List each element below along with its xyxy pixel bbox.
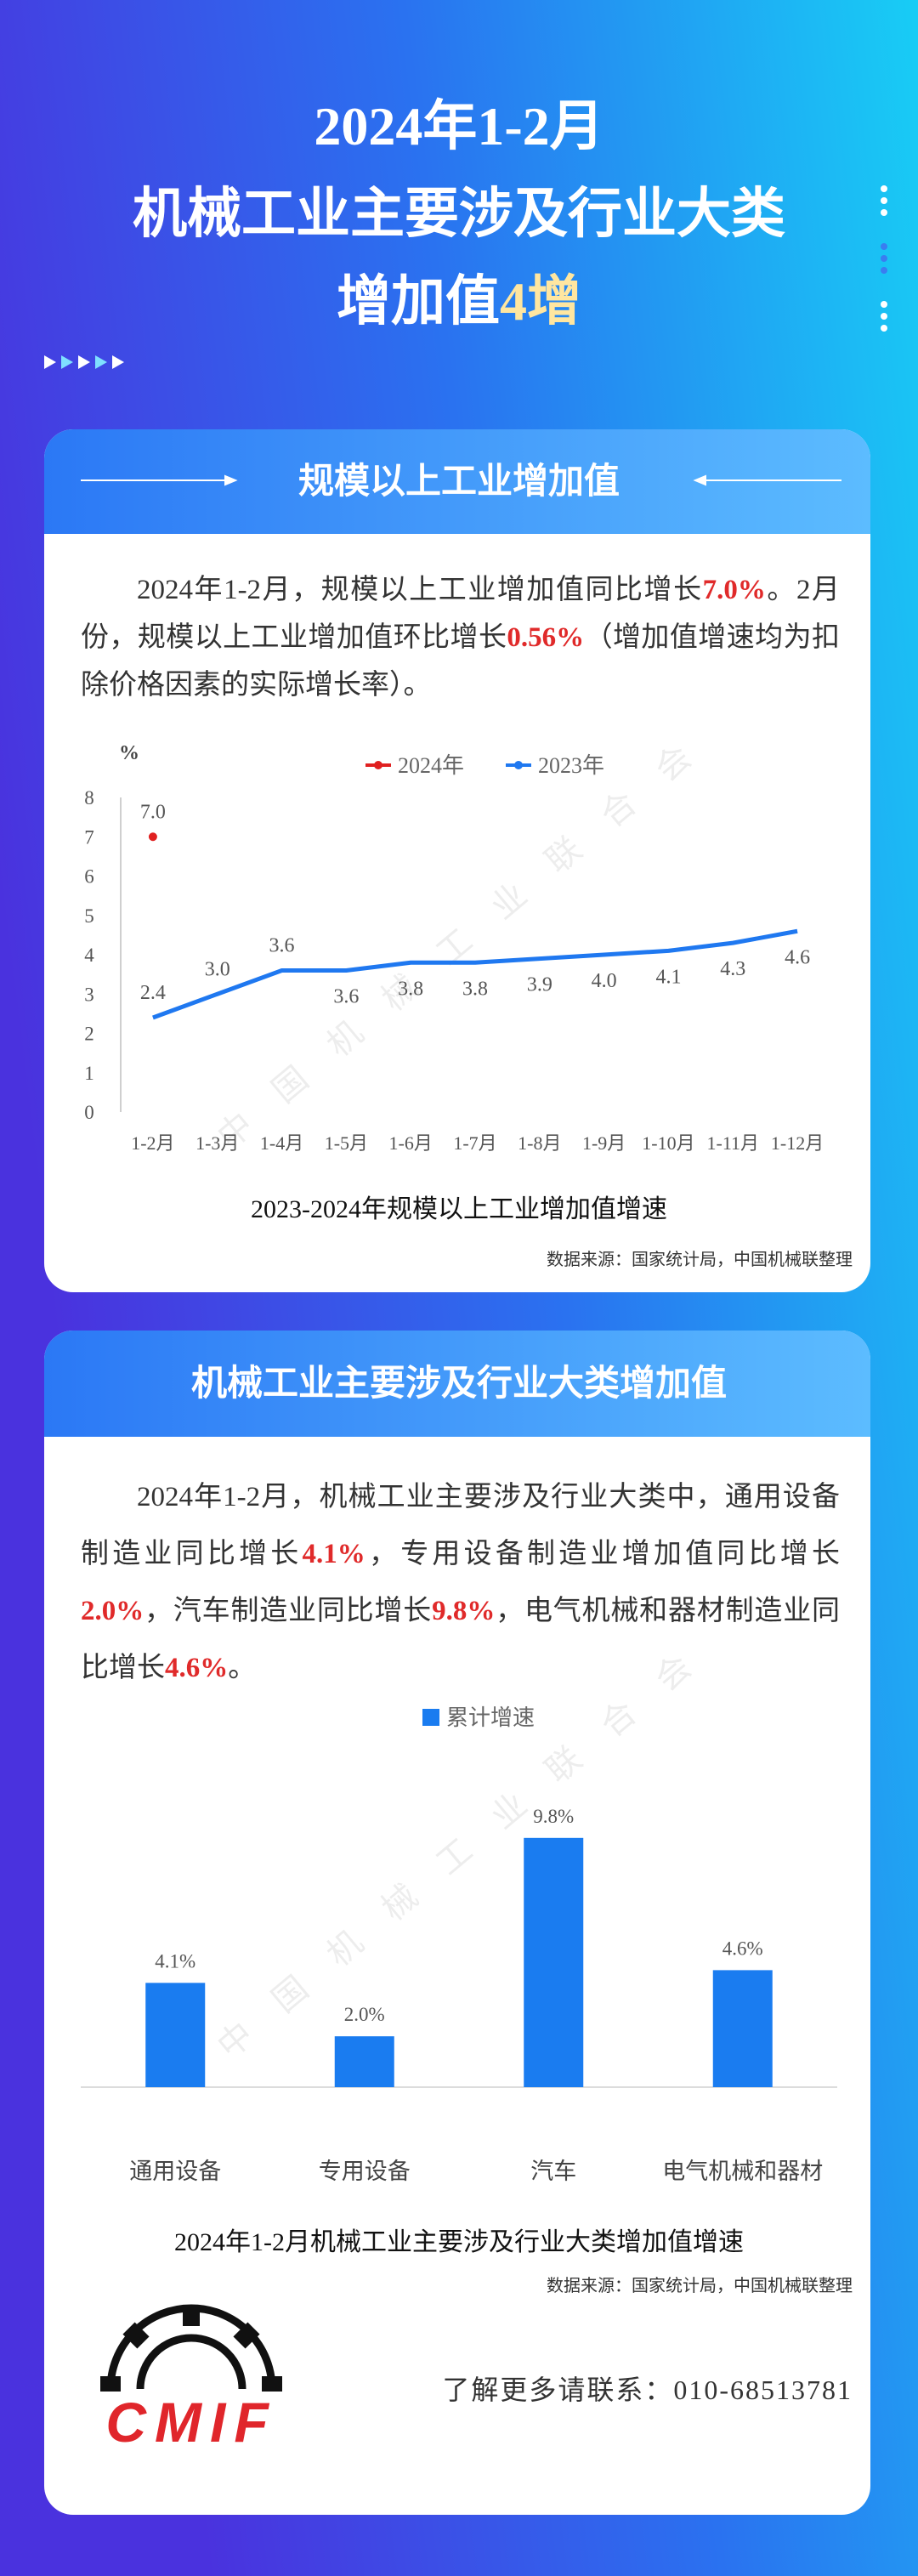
x-tick-label: 通用设备: [129, 2159, 221, 2184]
text: 。2月份，规模以上工业增加值环比增长: [81, 575, 840, 653]
source: 数据来源：国家统计局，中国机械联整理: [547, 2276, 853, 2295]
bar: [712, 1970, 773, 2087]
point: [148, 832, 157, 842]
x-tick-label: 1-7月: [453, 1132, 496, 1154]
data-label: 9.8%: [533, 1806, 574, 1827]
legend-label: 累计增速: [446, 1705, 535, 1730]
x-tick-label: 1-5月: [325, 1132, 368, 1154]
paragraph: 2024年1-2月，规模以上工业增加值同比增长7.0%。2月份，规模以上工业增加…: [81, 566, 840, 709]
y-axis-label: %: [119, 742, 139, 764]
data-label: 4.6: [785, 946, 810, 968]
contact: 了解更多请联系：010-68513781: [442, 2375, 853, 2405]
paragraph: 2024年1-2月，机械工业主要涉及行业大类中，通用设备制造业同比增长4.1%，…: [81, 1469, 840, 1697]
legend-label: 2023年: [538, 753, 604, 778]
x-tick-label: 1-3月: [196, 1132, 239, 1154]
x-tick-label: 1-4月: [260, 1132, 303, 1154]
x-tick-label: 1-6月: [389, 1132, 433, 1154]
text: ，电气机械和器材制造业同比增长: [81, 1596, 841, 1683]
data-label: 4.0: [592, 970, 617, 992]
data-label: 2.0%: [344, 2004, 385, 2025]
data-label: 3.9: [527, 974, 552, 996]
y-tick-label: 8: [84, 787, 94, 809]
data-label: 3.6: [333, 986, 359, 1008]
x-tick-label: 1-11月: [707, 1132, 760, 1154]
y-tick-label: 2: [84, 1024, 94, 1045]
legend-dot: [514, 761, 523, 769]
card-header: [44, 1331, 870, 1437]
title-line: 2024年1-2月: [314, 96, 604, 156]
title-line: 机械工业主要涉及行业大类: [133, 184, 785, 244]
legend-swatch: [422, 1709, 439, 1726]
highlight-text: 4.6%: [165, 1653, 229, 1683]
section-heading: 规模以上工业增加值: [298, 462, 620, 502]
heading-arrows: [81, 474, 842, 486]
highlight-text: 7.0%: [702, 575, 766, 605]
data-label: 3.8: [462, 978, 488, 1000]
legend-label: 2024年: [398, 753, 464, 778]
data-label: 3.6: [269, 935, 295, 957]
title-part: 增加值: [337, 271, 500, 332]
x-tick-label: 1-10月: [642, 1132, 694, 1154]
x-tick-label: 电气机械和器材: [662, 2159, 823, 2184]
x-tick-label: 1-9月: [582, 1132, 626, 1154]
y-tick-label: 0: [84, 1102, 94, 1123]
card: [44, 429, 870, 1292]
text: ，汽车制造业同比增长: [144, 1596, 433, 1626]
data-label: 4.3: [720, 958, 745, 980]
highlight-text: 9.8%: [432, 1596, 496, 1626]
highlight-text: 0.56%: [507, 622, 585, 653]
section-heading: 机械工业主要涉及行业大类增加值: [191, 1364, 727, 1404]
arrows-deco: [44, 355, 124, 369]
title-line: 增加值4增: [337, 271, 581, 332]
data-label: 7.0: [140, 801, 166, 823]
data-label: 4.6%: [722, 1938, 763, 1959]
chart-title: 2023-2024年规模以上工业增加值增速: [251, 1195, 667, 1223]
title-part: 2024年1-2月: [314, 96, 604, 156]
highlight-text: 4.1%: [302, 1539, 366, 1569]
y-tick-label: 6: [84, 866, 94, 888]
data-label: 3.8: [398, 978, 423, 1000]
card: [44, 1331, 870, 2515]
x-tick-label: 1-2月: [131, 1132, 174, 1154]
x-tick-label: 1-8月: [518, 1132, 561, 1154]
bar: [524, 1837, 584, 2087]
text: 2024年1-2月，机械工业主要涉及行业大类中，通用设备制造业同比增长: [81, 1482, 840, 1569]
data-label: 3.0: [205, 958, 230, 980]
data-label: 2.4: [140, 982, 166, 1004]
bar: [334, 2036, 394, 2087]
y-tick-label: 5: [84, 905, 94, 927]
text: 。: [228, 1653, 257, 1683]
dots-deco: [881, 185, 887, 332]
title-part: 机械工业主要涉及行业大类: [133, 184, 785, 244]
bar: [145, 1983, 206, 2087]
legend-dot: [374, 761, 382, 769]
y-tick-label: 3: [84, 984, 94, 1005]
text: （增加值增速均为扣除价格因素的实际增长率）。: [81, 622, 841, 701]
logo-gear: [100, 2304, 282, 2392]
logo-text: CMIF: [105, 2391, 276, 2454]
source: 数据来源：国家统计局，中国机械联整理: [547, 1250, 853, 1269]
data-label: 4.1: [655, 966, 681, 988]
card-header: [44, 429, 870, 534]
title-part: 4增: [500, 271, 581, 332]
highlight-text: 2.0%: [81, 1596, 144, 1626]
series-line: [152, 928, 798, 1020]
x-tick-label: 专用设备: [319, 2159, 411, 2184]
text: 2024年1-2月，规模以上工业增加值同比增长: [137, 575, 703, 605]
chart-title: 2024年1-2月机械工业主要涉及行业大类增加值增速: [174, 2228, 744, 2256]
y-tick-label: 7: [84, 826, 94, 848]
text: ，专用设备制造业增加值同比增长: [365, 1539, 841, 1569]
y-tick-label: 4: [84, 945, 94, 966]
y-tick-label: 1: [84, 1063, 94, 1084]
x-tick-label: 汽车: [530, 2159, 576, 2184]
data-label: 4.1%: [155, 1950, 196, 1972]
x-tick-label: 1-12月: [771, 1132, 824, 1154]
